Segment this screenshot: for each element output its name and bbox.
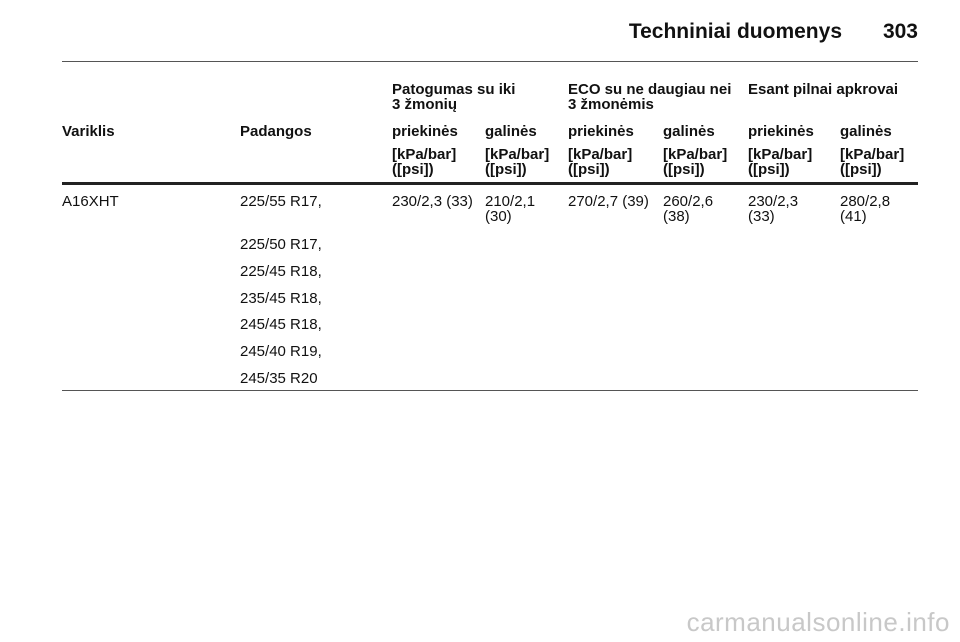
column-header: Padangos (240, 123, 312, 140)
pressure-cell: 230/2,3 (33) (392, 193, 473, 210)
pressure-cell: 230/2,3 (33) (748, 193, 799, 225)
column-header: galinės (663, 123, 715, 140)
tyre-cell: 245/35 R20 (240, 370, 318, 387)
pressure-cell: 270/2,7 (39) (568, 193, 649, 210)
pressure-cell: 280/2,8 (41) (840, 193, 891, 225)
tyre-cell: 235/45 R18, (240, 289, 322, 307)
tyre-cell: 245/40 R19, (240, 343, 322, 361)
unit-header: [kPa/bar] ([psi]) (663, 146, 728, 178)
table-rule (62, 182, 918, 185)
group-header: Patogumas su iki 3 žmonių (392, 81, 516, 113)
column-header: Variklis (62, 123, 115, 140)
header-title: Techniniai duomenys (628, 20, 842, 43)
page-number: 303 (882, 20, 918, 43)
column-header: galinės (840, 123, 892, 140)
tyre-cell: 245/45 R18, (240, 316, 322, 334)
table-rule (62, 390, 918, 391)
header-rule (62, 61, 918, 62)
unit-header: [kPa/bar] ([psi]) (485, 146, 550, 178)
tyre-cell: 225/50 R17, (240, 236, 322, 253)
pressure-cell: 260/2,6 (38) (663, 193, 714, 225)
group-header: Esant pilnai apkrovai (748, 81, 899, 98)
unit-header: [kPa/bar] ([psi]) (748, 146, 813, 178)
pressure-cell: 210/2,1 (30) (485, 193, 536, 225)
unit-header: [kPa/bar] ([psi]) (568, 146, 633, 178)
watermark: carmanualsonline.info (686, 607, 950, 637)
column-header: priekinės (748, 123, 814, 140)
tyre-cell: 225/55 R17, (240, 193, 322, 210)
column-header: priekinės (392, 123, 458, 140)
unit-header: [kPa/bar] ([psi]) (840, 146, 905, 178)
group-header: ECO su ne daugiau nei 3 žmonėmis (568, 81, 732, 113)
column-header: galinės (485, 123, 537, 140)
column-header: priekinės (568, 123, 634, 140)
unit-header: [kPa/bar] ([psi]) (392, 146, 457, 178)
tyre-cell: 225/45 R18, (240, 262, 322, 280)
engine-cell: A16XHT (62, 193, 119, 210)
